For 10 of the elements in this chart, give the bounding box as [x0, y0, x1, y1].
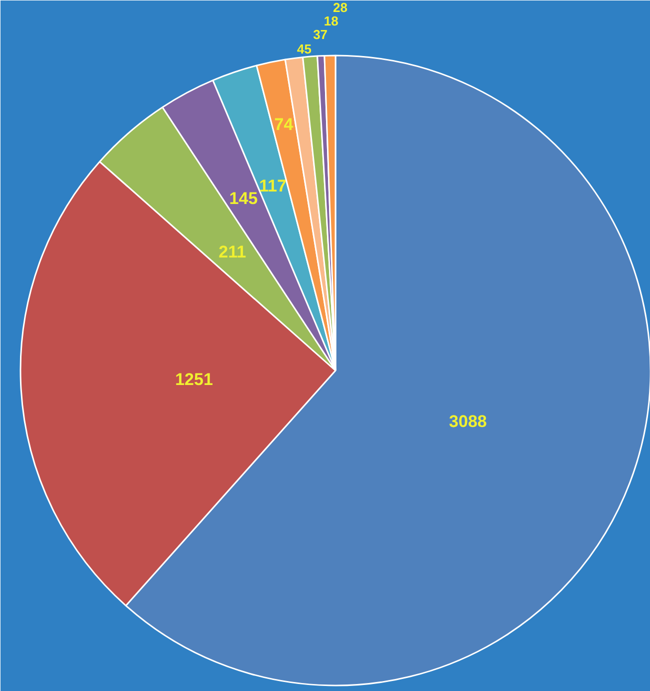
data-label: 37	[313, 27, 328, 42]
data-label: 117	[259, 176, 287, 196]
data-label: 3088	[449, 412, 487, 431]
data-label: 28	[332, 0, 348, 16]
data-label: 145	[229, 189, 258, 208]
data-label: 1251	[175, 370, 213, 389]
data-label: 74	[274, 114, 294, 134]
data-label: 211	[218, 242, 246, 262]
data-label: 18	[324, 13, 338, 28]
data-label: 45	[296, 42, 312, 57]
